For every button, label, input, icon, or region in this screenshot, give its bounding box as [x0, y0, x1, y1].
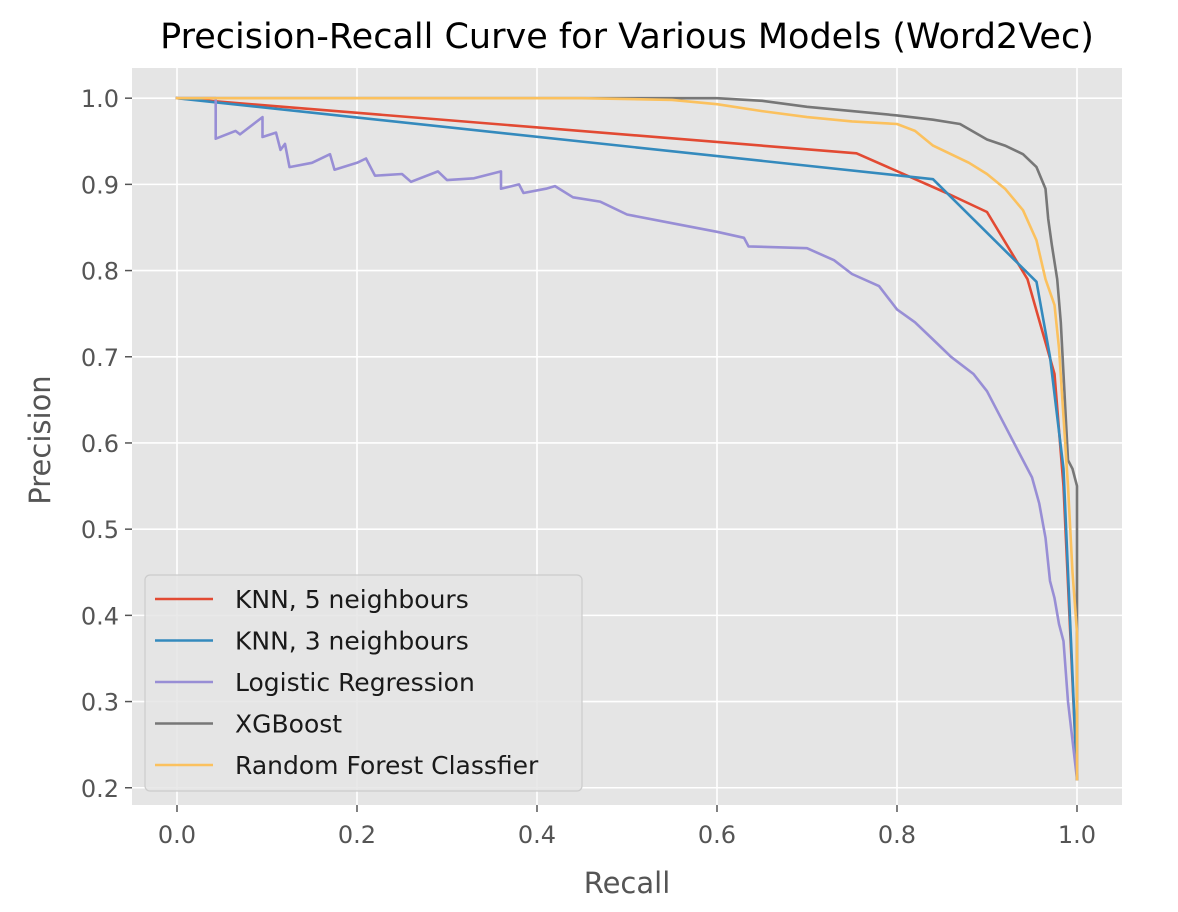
series-lines	[175, 96, 1079, 781]
y-tick-label: 0.7	[81, 344, 119, 372]
x-tick-label: 0.0	[158, 821, 196, 849]
legend-label-2: Logistic Regression	[235, 668, 475, 697]
series-line-1	[175, 96, 1079, 781]
y-tick-label: 0.6	[81, 430, 119, 458]
y-tick-label: 0.9	[81, 171, 119, 199]
legend-label-4: Random Forest Classfier	[235, 751, 539, 780]
legend-box	[144, 574, 583, 792]
y-tick-label: 0.2	[81, 775, 119, 803]
x-tick-label: 1.0	[1058, 821, 1096, 849]
x-axis-label: Recall	[584, 866, 671, 900]
y-tick-label: 0.8	[81, 258, 119, 286]
legend: KNN, 5 neighbours KNN, 3 neighbours Logist…	[144, 574, 583, 792]
y-ticks: 0.2 0.3 0.4 0.5 0.6 0.7 0.8 0.9 1.0	[81, 85, 132, 803]
y-axis-label: Precision	[23, 375, 57, 504]
legend-label-1: KNN, 3 neighbours	[235, 627, 469, 656]
y-tick-label: 0.4	[81, 602, 119, 630]
y-tick-label: 0.5	[81, 516, 119, 544]
series-line-0	[175, 96, 1079, 781]
x-tick-label: 0.4	[518, 821, 556, 849]
x-tick-label: 0.2	[338, 821, 376, 849]
chart-title: Precision-Recall Curve for Various Model…	[160, 17, 1094, 57]
legend-label-3: XGBoost	[235, 710, 342, 739]
series-line-2	[175, 96, 1079, 781]
x-tick-label: 0.8	[878, 821, 916, 849]
x-ticks: 0.0 0.2 0.4 0.6 0.8 1.0	[158, 805, 1096, 849]
y-tick-label: 1.0	[81, 85, 119, 113]
x-tick-label: 0.6	[698, 821, 736, 849]
legend-label-0: KNN, 5 neighbours	[235, 585, 469, 614]
series-line-4	[175, 96, 1079, 781]
y-tick-label: 0.3	[81, 689, 119, 717]
series-line-3	[175, 96, 1079, 781]
